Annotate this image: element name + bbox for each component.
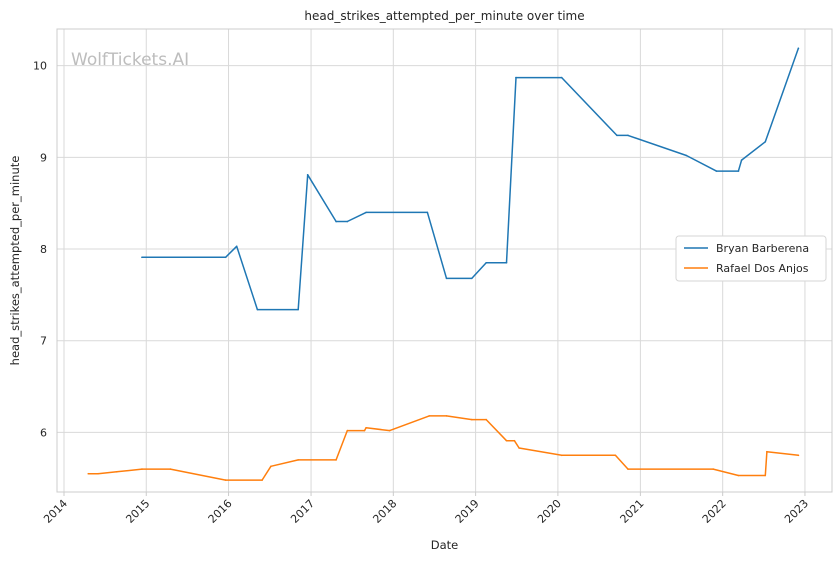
data-point-rafael-dos-anjos bbox=[297, 459, 300, 461]
data-point-bryan-barberena bbox=[485, 261, 488, 264]
data-point-rafael-dos-anjos bbox=[518, 447, 520, 449]
data-point-bryan-barberena bbox=[737, 170, 740, 172]
x-tick-label: 2017 bbox=[288, 497, 317, 526]
data-point-rafael-dos-anjos bbox=[470, 418, 473, 421]
y-tick-label: 7 bbox=[40, 335, 47, 348]
x-tick-label: 2022 bbox=[700, 497, 729, 526]
data-point-bryan-barberena bbox=[616, 134, 618, 137]
x-tick-label: 2018 bbox=[370, 497, 399, 526]
data-point-rafael-dos-anjos bbox=[346, 429, 349, 432]
data-point-bryan-barberena bbox=[306, 173, 309, 176]
legend-label-bryan-barberena: Bryan Barberena bbox=[716, 242, 809, 255]
data-point-rafael-dos-anjos bbox=[169, 468, 172, 470]
x-tick-label: 2019 bbox=[453, 497, 482, 526]
data-point-rafael-dos-anjos bbox=[388, 429, 391, 432]
data-point-rafael-dos-anjos bbox=[505, 439, 508, 442]
data-point-bryan-barberena bbox=[685, 154, 688, 157]
data-point-rafael-dos-anjos bbox=[614, 454, 617, 457]
data-point-bryan-barberena bbox=[426, 211, 429, 214]
data-point-rafael-dos-anjos bbox=[363, 429, 366, 432]
data-point-bryan-barberena bbox=[797, 47, 800, 50]
data-point-rafael-dos-anjos bbox=[485, 418, 488, 421]
data-point-bryan-barberena bbox=[256, 308, 259, 311]
x-tick-label: 2020 bbox=[535, 497, 564, 526]
data-point-rafael-dos-anjos bbox=[445, 415, 448, 417]
data-point-bryan-barberena bbox=[365, 211, 367, 214]
data-point-rafael-dos-anjos bbox=[224, 479, 227, 481]
data-point-bryan-barberena bbox=[335, 220, 337, 223]
data-point-bryan-barberena bbox=[346, 220, 349, 223]
data-point-bryan-barberena bbox=[740, 159, 743, 161]
y-axis-ticks: 6 7 8 9 10 bbox=[33, 60, 47, 440]
x-axis-title: Date bbox=[431, 538, 459, 552]
plot-frame bbox=[56, 28, 833, 493]
series-line-rafael-dos-anjos bbox=[87, 415, 800, 481]
data-point-bryan-barberena bbox=[141, 256, 143, 259]
data-point-rafael-dos-anjos bbox=[270, 465, 272, 468]
data-point-rafael-dos-anjos bbox=[428, 415, 430, 417]
y-tick-label: 8 bbox=[40, 243, 47, 256]
data-point-rafael-dos-anjos bbox=[766, 450, 768, 453]
y-axis-title: head_strikes_attempted_per_minute bbox=[8, 156, 22, 366]
data-point-bryan-barberena bbox=[297, 308, 300, 311]
data-point-rafael-dos-anjos bbox=[335, 459, 337, 461]
data-point-bryan-barberena bbox=[224, 256, 227, 259]
series-line-bryan-barberena bbox=[141, 47, 800, 311]
x-tick-label: 2016 bbox=[206, 497, 235, 526]
chart-title: head_strikes_attempted_per_minute over t… bbox=[304, 9, 584, 23]
x-axis-ticks: 2014 2015 2016 2017 2018 2019 2020 2021 2022 2023 bbox=[41, 492, 811, 526]
data-point-bryan-barberena bbox=[515, 76, 517, 79]
data-point-rafael-dos-anjos bbox=[97, 472, 99, 475]
watermark: WolfTickets.AI bbox=[71, 50, 189, 70]
data-point-rafael-dos-anjos bbox=[513, 439, 516, 442]
data-point-bryan-barberena bbox=[627, 134, 629, 137]
data-point-bryan-barberena bbox=[560, 76, 563, 79]
y-tick-label: 9 bbox=[40, 151, 47, 164]
series-layer bbox=[87, 47, 800, 481]
data-point-rafael-dos-anjos bbox=[560, 454, 563, 457]
x-tick-label: 2021 bbox=[618, 497, 647, 526]
legend-box bbox=[675, 235, 827, 282]
data-point-rafael-dos-anjos bbox=[115, 471, 118, 473]
data-point-rafael-dos-anjos bbox=[87, 472, 90, 475]
data-point-bryan-barberena bbox=[715, 170, 718, 172]
data-point-bryan-barberena bbox=[235, 245, 238, 248]
data-point-bryan-barberena bbox=[445, 277, 448, 280]
data-point-bryan-barberena bbox=[470, 277, 473, 280]
data-point-rafael-dos-anjos bbox=[737, 474, 740, 477]
data-point-rafael-dos-anjos bbox=[365, 427, 367, 429]
legend: Bryan Barberena Rafael Dos Anjos bbox=[675, 235, 827, 282]
data-point-bryan-barberena bbox=[764, 140, 767, 143]
x-tick-label: 2015 bbox=[123, 497, 152, 526]
data-point-rafael-dos-anjos bbox=[712, 468, 715, 470]
data-point-rafael-dos-anjos bbox=[764, 474, 767, 477]
data-point-rafael-dos-anjos bbox=[141, 468, 143, 470]
x-tick-label: 2014 bbox=[41, 497, 70, 526]
data-point-rafael-dos-anjos bbox=[627, 468, 629, 470]
x-tick-label: 2023 bbox=[782, 497, 811, 526]
data-point-bryan-barberena bbox=[505, 261, 508, 264]
data-point-rafael-dos-anjos bbox=[261, 479, 263, 481]
legend-label-rafael-dos-anjos: Rafael Dos Anjos bbox=[716, 262, 809, 275]
y-tick-label: 6 bbox=[40, 426, 47, 439]
y-tick-label: 10 bbox=[33, 60, 47, 73]
data-point-rafael-dos-anjos bbox=[797, 454, 800, 457]
